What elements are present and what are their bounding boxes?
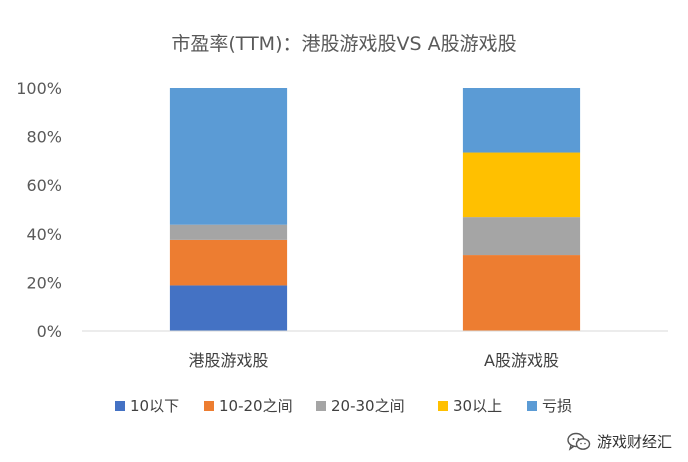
legend-label: 10-20之间 (219, 397, 293, 415)
x-category-label: 港股游戏股 (188, 351, 268, 370)
bar-segment-1-2 (169, 239, 288, 286)
bar-segment-1-5 (169, 88, 288, 225)
wechat-icon (567, 432, 591, 451)
legend-label: 亏损 (542, 397, 572, 415)
legend: 10以下 10-20之间 20-30之间 30以上 亏损 (115, 397, 572, 415)
legend-swatch (115, 401, 125, 411)
x-category-label: A股游戏股 (484, 351, 559, 370)
y-tick-label: 20% (26, 273, 62, 292)
legend-label: 20-30之间 (331, 397, 405, 415)
bar-segment-2-5 (462, 88, 581, 153)
legend-label: 10以下 (130, 397, 179, 415)
y-axis: 0% 20% 40% 60% 80% 100% (16, 79, 62, 341)
y-tick-label: 80% (26, 128, 62, 147)
legend-swatch (316, 401, 326, 411)
y-tick-label: 40% (26, 225, 62, 244)
legend-swatch (438, 401, 448, 411)
chart-title: 市盈率(TTM)：港股游戏股VS A股游戏股 (171, 33, 516, 55)
bar-segment-2-2 (462, 255, 581, 331)
bars (169, 88, 581, 331)
x-axis: 港股游戏股 A股游戏股 (82, 330, 668, 370)
watermark-text: 游戏财经汇 (596, 433, 672, 451)
legend-swatch (527, 401, 537, 411)
legend-swatch (204, 401, 214, 411)
y-tick-label: 60% (26, 176, 62, 195)
legend-label: 30以上 (453, 397, 502, 415)
y-tick-label: 100% (16, 79, 62, 98)
bar-segment-2-3 (462, 217, 581, 256)
watermark: 游戏财经汇 (567, 431, 672, 452)
y-tick-label: 0% (37, 322, 62, 341)
bar-segment-2-4 (462, 152, 581, 218)
bar-segment-1-1 (169, 285, 288, 331)
bar-segment-1-3 (169, 224, 288, 240)
